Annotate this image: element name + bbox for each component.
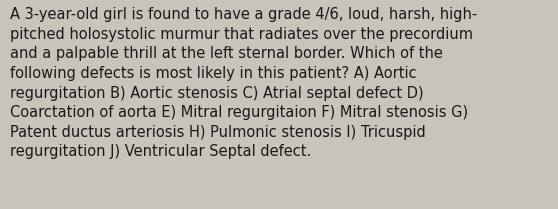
Text: A 3-year-old girl is found to have a grade 4/6, loud, harsh, high-
pitched holos: A 3-year-old girl is found to have a gra…	[10, 7, 477, 159]
